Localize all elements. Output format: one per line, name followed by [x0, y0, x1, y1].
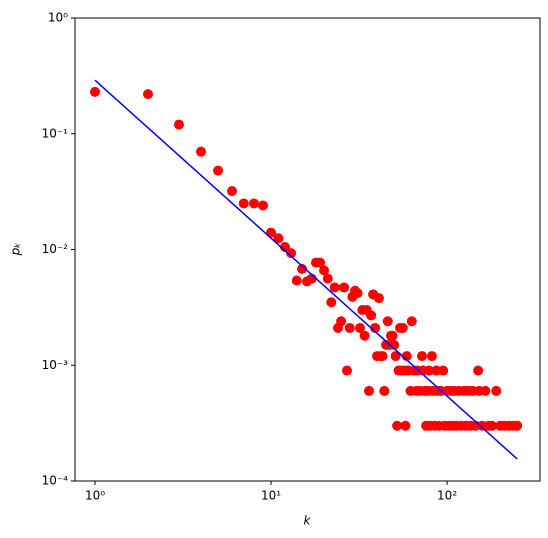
data-point [389, 339, 400, 350]
data-point [397, 322, 408, 333]
data-point [248, 198, 259, 209]
data-point [341, 365, 352, 376]
y-tick-label: 10⁻⁴ [42, 474, 69, 488]
y-tick-label: 10⁻¹ [42, 126, 69, 140]
data-point [392, 420, 403, 431]
data-point [491, 385, 502, 396]
x-axis-label: k [304, 514, 312, 528]
data-point [291, 275, 302, 286]
y-tick-label: 10⁰ [48, 11, 68, 25]
data-point [257, 200, 268, 211]
data-point [512, 420, 523, 431]
plot-frame [74, 17, 541, 482]
fit-line [94, 79, 518, 460]
data-point [377, 351, 388, 362]
data-point [480, 385, 491, 396]
data-point [416, 351, 427, 362]
data-point [297, 263, 308, 274]
data-point [173, 119, 184, 130]
data-point [352, 288, 363, 299]
data-point [363, 385, 374, 396]
data-point [487, 420, 498, 431]
y-tick-label: 10⁻² [42, 242, 69, 256]
data-point [273, 233, 284, 244]
data-point [406, 316, 417, 327]
data-point [424, 365, 435, 376]
data-point [382, 316, 393, 327]
data-point [344, 322, 355, 333]
data-point [400, 420, 411, 431]
data-point [213, 165, 224, 176]
data-point [329, 282, 340, 293]
y-tick-label: 10⁻³ [42, 358, 69, 372]
data-point [390, 351, 401, 362]
data-point [195, 146, 206, 157]
data-point [226, 186, 237, 197]
data-point [373, 293, 384, 304]
data-point [438, 365, 449, 376]
data-point [473, 365, 484, 376]
data-point [359, 330, 370, 341]
data-point [387, 330, 398, 341]
data-point [279, 242, 290, 253]
data-point [354, 322, 365, 333]
data-point [286, 248, 297, 259]
data-point [319, 265, 330, 276]
data-point [315, 257, 326, 268]
data-point [366, 310, 377, 321]
x-tick-label: 10² [437, 489, 457, 503]
data-point [336, 316, 347, 327]
data-point [238, 198, 249, 209]
x-tick-label: 10¹ [261, 489, 281, 503]
data-point [426, 351, 437, 362]
data-point [326, 297, 337, 308]
x-tick-label: 10⁰ [85, 489, 105, 503]
data-point [339, 282, 350, 293]
data-point [142, 89, 153, 100]
y-axis-label: pₖ [9, 243, 23, 257]
data-point [379, 385, 390, 396]
data-point [89, 86, 100, 97]
data-point [370, 322, 381, 333]
data-point [322, 273, 333, 284]
